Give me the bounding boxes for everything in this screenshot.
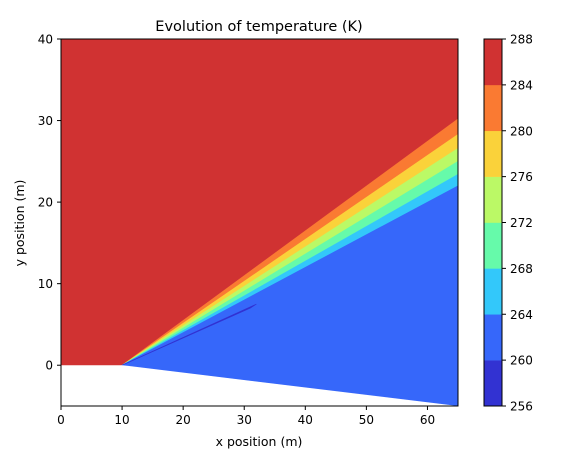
plot-area <box>61 39 458 406</box>
y-axis: 0 10 20 30 40 <box>38 33 61 373</box>
colorbar-band <box>484 222 502 269</box>
y-tick-label: 10 <box>38 277 53 291</box>
x-axis: 0 10 20 30 40 50 60 <box>57 406 435 427</box>
y-tick-label: 0 <box>45 359 53 373</box>
x-tick-label: 30 <box>237 413 252 427</box>
x-tick-label: 50 <box>359 413 374 427</box>
y-axis-label: y position (m) <box>12 180 27 267</box>
y-tick-label: 30 <box>38 114 53 128</box>
colorbar-tick-label: 264 <box>510 308 533 322</box>
colorbar-tick-label: 276 <box>510 170 533 184</box>
colorbar-tick-label: 288 <box>510 33 533 47</box>
colorbar-tick-label: 268 <box>510 262 533 276</box>
colorbar-band <box>484 360 502 407</box>
empty-region <box>61 365 458 406</box>
colorbar-band <box>484 84 502 132</box>
colorbar-tick-label: 260 <box>510 354 533 368</box>
colorbar-band <box>484 130 502 177</box>
colorbar: 256 260 264 268 272 276 280 284 288 <box>483 33 533 414</box>
x-tick-label: 20 <box>176 413 191 427</box>
chart-title: Evolution of temperature (K) <box>155 19 362 35</box>
x-tick-label: 10 <box>114 413 129 427</box>
colorbar-tick-label: 280 <box>510 124 533 138</box>
colorbar-band <box>484 39 502 86</box>
colorbar-band <box>484 176 502 223</box>
colorbar-band <box>484 268 502 315</box>
y-tick-label: 40 <box>38 33 53 47</box>
contour-region-256-260 <box>121 303 257 366</box>
colorbar-band <box>484 314 502 361</box>
x-axis-label: x position (m) <box>216 434 303 449</box>
colorbar-tick-label: 256 <box>510 400 533 414</box>
y-tick-label: 20 <box>38 196 53 210</box>
x-tick-label: 60 <box>420 413 435 427</box>
x-tick-label: 40 <box>298 413 313 427</box>
colorbar-tick-label: 284 <box>510 78 533 92</box>
plot-frame <box>60 38 459 407</box>
x-tick-label: 0 <box>57 413 65 427</box>
colorbar-tick-label: 272 <box>510 216 533 230</box>
